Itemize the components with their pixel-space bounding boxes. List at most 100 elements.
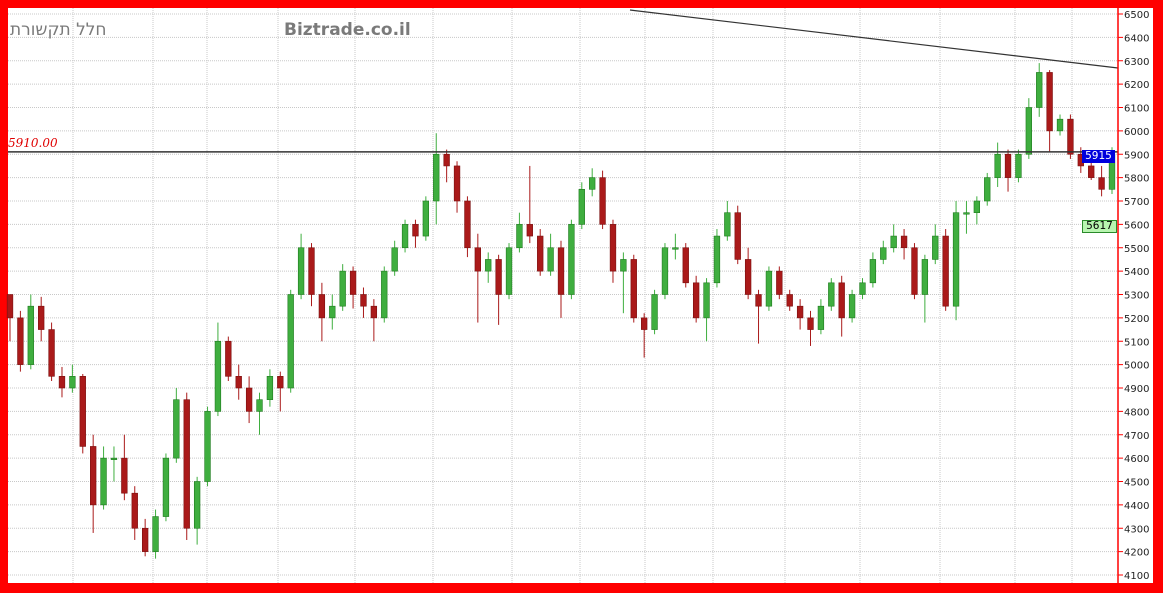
candle-body <box>69 376 76 389</box>
candle <box>994 142 1001 187</box>
candle-body <box>225 340 232 377</box>
candle <box>318 282 326 342</box>
candle <box>984 172 991 206</box>
candle <box>724 201 731 241</box>
candle <box>214 322 222 417</box>
candle <box>297 233 305 300</box>
candle-body <box>152 516 159 552</box>
candle <box>869 252 877 288</box>
tick-label: 6100 <box>1124 104 1149 115</box>
candle-body <box>204 411 211 482</box>
candle <box>495 254 502 325</box>
candle <box>557 240 565 318</box>
candle <box>1098 165 1105 197</box>
candle-body <box>162 457 170 517</box>
candle-body <box>765 270 773 307</box>
candle-body <box>495 259 502 295</box>
candle <box>245 376 253 424</box>
candle <box>765 266 773 311</box>
candle-body <box>360 294 367 307</box>
candles <box>6 63 1116 559</box>
last-price-badge: 5915 <box>1082 150 1115 163</box>
candle-body <box>349 270 357 295</box>
candle <box>464 196 471 258</box>
candle-body <box>391 247 398 272</box>
candle <box>121 434 128 501</box>
tick-label: 6400 <box>1124 33 1149 44</box>
candle <box>828 278 835 311</box>
candle-body <box>1015 153 1022 178</box>
candle <box>859 278 866 300</box>
candle <box>204 406 211 487</box>
candle <box>401 219 409 253</box>
candle <box>79 373 86 454</box>
candle <box>921 254 929 323</box>
candle <box>485 252 492 283</box>
candle-body <box>547 247 554 272</box>
brand-watermark: Biztrade.co.il <box>284 20 411 40</box>
candle <box>744 247 752 300</box>
candle <box>589 168 596 197</box>
candle <box>526 165 533 244</box>
candle-body <box>609 224 617 272</box>
candle-body <box>235 376 242 389</box>
candle <box>692 275 700 323</box>
candle <box>973 196 981 225</box>
candle-body <box>755 294 762 307</box>
candle <box>1056 114 1064 136</box>
candle <box>433 133 440 225</box>
candle <box>1004 149 1012 192</box>
candle <box>734 205 741 265</box>
candle <box>453 161 461 213</box>
tick-label: 4500 <box>1124 478 1149 489</box>
candle-body <box>141 527 149 552</box>
candle-body <box>641 317 648 330</box>
candle-body <box>963 212 970 215</box>
candle-body <box>859 282 866 295</box>
candle-body <box>318 294 326 319</box>
candle-body <box>443 153 450 167</box>
candle <box>443 149 450 183</box>
candle-body <box>651 294 658 330</box>
candle <box>952 201 960 321</box>
candle <box>27 294 34 370</box>
candle <box>391 240 398 276</box>
candle <box>90 434 97 533</box>
candle-body <box>984 177 991 202</box>
candle-body <box>932 235 939 260</box>
candle <box>235 364 242 400</box>
candle <box>58 366 66 398</box>
tick-label: 4800 <box>1124 407 1149 418</box>
candle-body <box>6 294 14 319</box>
candle-body <box>817 305 825 330</box>
candle <box>661 243 669 300</box>
candle <box>162 453 170 522</box>
candle <box>360 287 367 318</box>
candle <box>256 392 263 435</box>
tick-label: 6000 <box>1124 127 1149 138</box>
candle-body <box>921 259 929 295</box>
candle <box>568 219 575 300</box>
candle <box>38 296 45 342</box>
candle <box>412 219 419 248</box>
candle <box>308 243 315 307</box>
candle-body <box>464 200 471 249</box>
candle-body <box>277 376 284 389</box>
candle-body <box>17 317 24 365</box>
candle-body <box>838 282 845 319</box>
tick-label: 5800 <box>1124 174 1149 185</box>
candle <box>942 229 949 311</box>
candle-body <box>370 305 378 319</box>
candle <box>848 289 856 323</box>
candle-body <box>131 492 138 529</box>
tick-label: 6500 <box>1124 10 1149 21</box>
tick-label: 5000 <box>1124 361 1149 372</box>
candle-body <box>568 224 575 295</box>
candle <box>547 233 554 276</box>
candle <box>755 289 762 344</box>
candle-body <box>734 212 741 260</box>
candle-body <box>58 376 66 389</box>
candle-body <box>308 247 315 295</box>
trendline[interactable] <box>629 9 1119 69</box>
candle <box>474 233 481 323</box>
